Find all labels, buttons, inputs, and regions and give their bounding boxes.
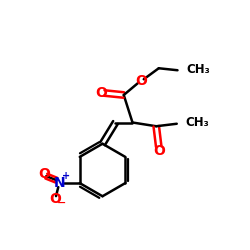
Text: O: O — [135, 74, 147, 88]
Text: CH₃: CH₃ — [186, 63, 210, 76]
Text: O: O — [153, 144, 165, 158]
Text: O: O — [49, 192, 61, 205]
Text: O: O — [95, 86, 107, 100]
Text: −: − — [57, 198, 66, 208]
Text: O: O — [38, 166, 50, 180]
Text: N: N — [54, 176, 65, 190]
Text: CH₃: CH₃ — [186, 116, 209, 129]
Text: +: + — [62, 171, 70, 181]
